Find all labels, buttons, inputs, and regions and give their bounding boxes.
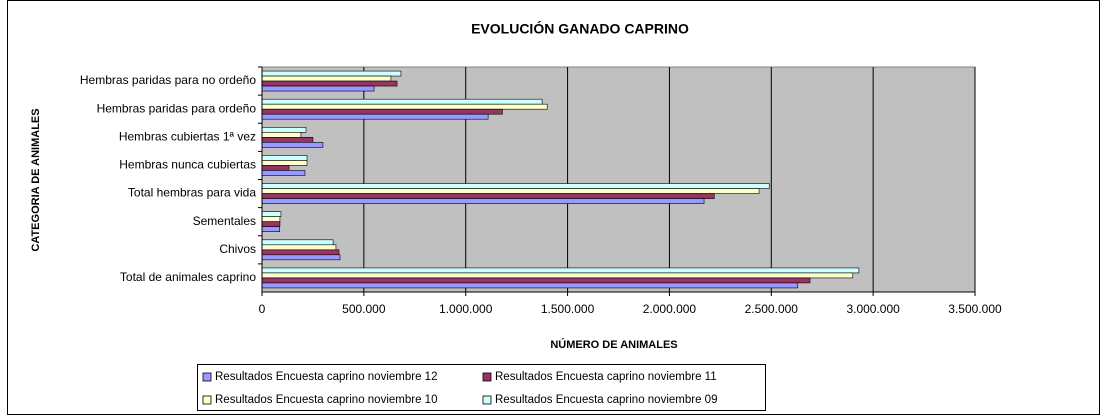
legend-box — [197, 364, 766, 411]
x-tick-label: 3.000.000 — [846, 302, 900, 316]
bar — [261, 113, 489, 120]
y-tick-label: Hembras cubiertas 1ª vez — [119, 129, 256, 143]
bar — [261, 272, 854, 279]
bar — [261, 108, 503, 115]
y-tick-label: Total hembras para vida — [128, 186, 256, 200]
bar — [261, 127, 307, 133]
legend-label: Resultados Encuesta caprino noviembre 11 — [495, 371, 717, 383]
bar — [261, 183, 770, 189]
bar — [261, 239, 334, 246]
y-tick-label: Hembras paridas para no ordeño — [80, 73, 256, 87]
bar — [261, 85, 375, 92]
bar — [261, 211, 282, 217]
bar — [261, 170, 306, 176]
bar — [261, 160, 308, 166]
bar — [261, 193, 715, 199]
chart-title: EVOLUCIÓN GANADO CAPRINO — [471, 20, 689, 37]
bar — [261, 249, 340, 256]
x-tick-label: 2.000.000 — [643, 302, 697, 316]
x-tick-label: 1.000.000 — [439, 302, 493, 316]
x-tick-label: 0 — [259, 302, 266, 316]
legend-swatch — [202, 395, 212, 405]
bar — [261, 254, 341, 261]
bar — [261, 282, 799, 289]
bar — [261, 244, 337, 251]
bar — [261, 216, 281, 222]
bar — [261, 98, 543, 105]
bar — [261, 226, 281, 232]
x-axis-title: NÚMERO DE ANIMALES — [550, 338, 677, 351]
bar — [261, 198, 705, 204]
y-tick-label: Sementales — [193, 214, 256, 228]
bar — [261, 70, 402, 77]
bar — [261, 188, 760, 194]
bar — [261, 267, 860, 274]
y-tick-label: Chivos — [219, 242, 256, 256]
legend-label: Resultados Encuesta caprino noviembre 10 — [215, 394, 437, 406]
bar — [261, 103, 548, 110]
y-tick-label: Hembras nunca cubiertas — [119, 158, 256, 172]
bar — [261, 132, 302, 138]
x-tick-label: 500.000 — [342, 302, 386, 316]
x-tick-label: 3.500.000 — [948, 302, 1002, 316]
legend-label: Resultados Encuesta caprino noviembre 12 — [215, 371, 437, 383]
y-tick-label: Total de animales caprino — [120, 270, 256, 284]
bar — [261, 155, 308, 161]
x-tick-label: 1.500.000 — [541, 302, 595, 316]
bar — [261, 221, 281, 227]
bar — [261, 277, 811, 284]
x-tick-label: 2.500.000 — [745, 302, 799, 316]
bar — [261, 165, 290, 171]
bar — [261, 80, 398, 87]
bar — [261, 75, 392, 82]
legend-swatch — [482, 395, 492, 405]
legend-swatch — [482, 372, 492, 382]
legend-label: Resultados Encuesta caprino noviembre 09 — [495, 394, 717, 406]
y-axis-title: CATEGORIA DE ANIMALES — [30, 108, 42, 251]
bar — [261, 137, 314, 143]
y-tick-label: Hembras paridas para ordeño — [97, 101, 257, 115]
bar — [261, 142, 324, 148]
legend-swatch — [202, 372, 212, 382]
